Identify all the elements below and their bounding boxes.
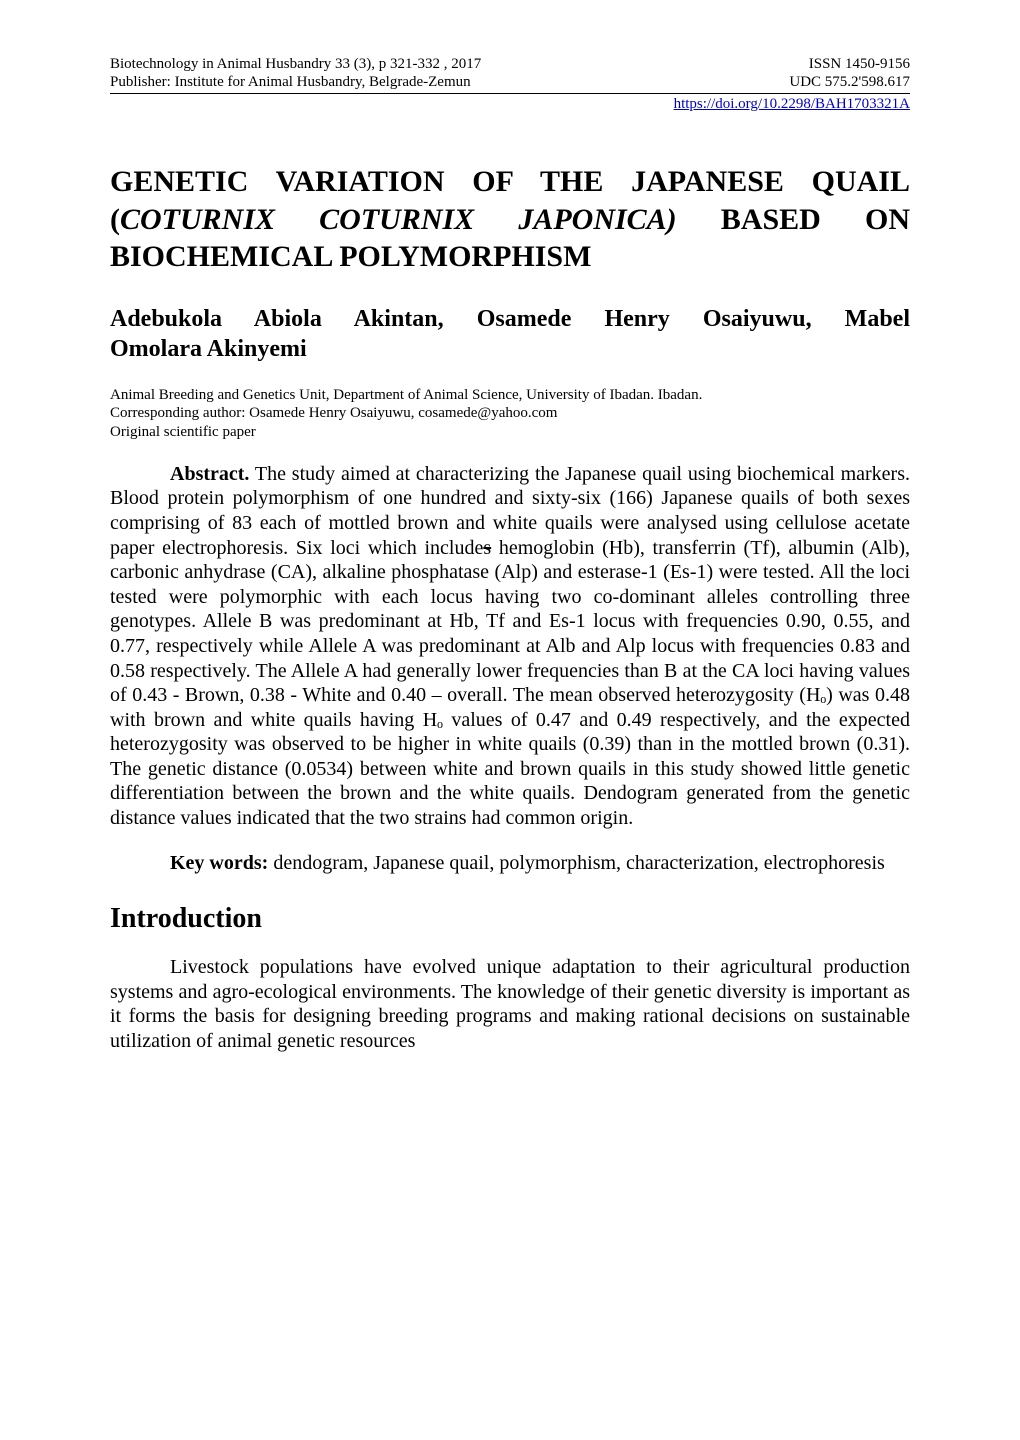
title-post: BASED ON xyxy=(677,203,910,236)
title-italic-species: COTURNIX COTURNIX JAPONICA) xyxy=(120,203,677,236)
article-title-line1: GENETIC VARIATION OF THE JAPANESE QUAIL … xyxy=(110,163,910,238)
section-heading-introduction: Introduction xyxy=(110,903,910,935)
header-right: ISSN 1450-9156 UDC 575.2'598.617 xyxy=(789,55,910,91)
article-title-line2: BIOCHEMICAL POLYMORPHISM xyxy=(110,238,910,276)
header-journal: Biotechnology in Animal Husbandry 33 (3)… xyxy=(110,55,481,73)
header-issn: ISSN 1450-9156 xyxy=(789,55,910,73)
authors-line1: Adebukola Abiola Akintan, Osamede Henry … xyxy=(110,304,910,334)
running-header: Biotechnology in Animal Husbandry 33 (3)… xyxy=(110,55,910,91)
header-udc: UDC 575.2'598.617 xyxy=(789,73,910,91)
header-rule xyxy=(110,93,910,94)
header-left: Biotechnology in Animal Husbandry 33 (3)… xyxy=(110,55,481,91)
doi-row: https://doi.org/10.2298/BAH1703321A xyxy=(110,96,910,113)
authors-line2: Omolara Akinyemi xyxy=(110,334,910,364)
header-publisher: Publisher: Institute for Animal Husbandr… xyxy=(110,73,481,91)
keywords-text: dendogram, Japanese quail, polymorphism,… xyxy=(268,852,884,874)
page: Biotechnology in Animal Husbandry 33 (3)… xyxy=(0,0,1020,1440)
introduction-paragraph: Livestock populations have evolved uniqu… xyxy=(110,955,910,1053)
abstract-text-2: hemoglobin (Hb), transferrin (Tf), album… xyxy=(110,537,910,830)
corresponding-author: Corresponding author: Osamede Henry Osai… xyxy=(110,404,910,423)
keywords-label: Key words: xyxy=(170,852,268,874)
keywords: Key words: dendogram, Japanese quail, po… xyxy=(110,851,910,876)
abstract: Abstract. The study aimed at characteriz… xyxy=(110,462,910,831)
paper-type: Original scientific paper xyxy=(110,423,910,442)
abstract-strike: s xyxy=(483,537,491,559)
abstract-label: Abstract. xyxy=(170,463,249,485)
doi-link[interactable]: https://doi.org/10.2298/BAH1703321A xyxy=(674,96,910,112)
affiliation-block: Animal Breeding and Genetics Unit, Depar… xyxy=(110,386,910,442)
affiliation-line: Animal Breeding and Genetics Unit, Depar… xyxy=(110,386,910,405)
